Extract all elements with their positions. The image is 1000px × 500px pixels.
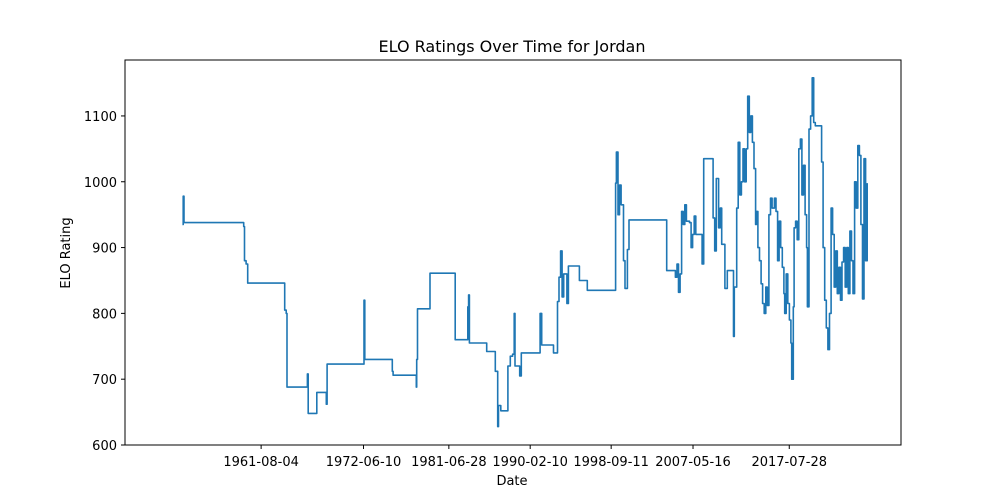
y-axis: 600 700 800 900 1000 1100 [84,110,125,454]
y-tick-label: 1100 [84,110,117,125]
x-axis-title: Date [496,474,527,489]
y-tick-label: 800 [92,307,117,322]
plot-area [182,77,868,428]
y-tick-label: 900 [92,242,117,257]
x-tick-label: 1990-02-10 [492,455,568,470]
x-tick-label: 1961-08-04 [223,455,299,470]
x-axis: 1961-08-04 1972-06-10 1981-06-28 1990-02-10… [223,445,827,470]
y-tick-label: 600 [92,439,117,454]
y-tick-label: 1000 [84,176,117,191]
y-tick-label: 700 [92,373,117,388]
x-tick-label: 2007-05-16 [655,455,731,470]
plot-frame [124,59,902,446]
x-tick-label: 2017-07-28 [751,455,827,470]
x-tick-label: 1981-06-28 [411,455,487,470]
series-line-0 [182,77,868,428]
x-tick-label: 1972-06-10 [326,455,402,470]
y-axis-title: ELO Rating [59,217,74,288]
chart-title: ELO Ratings Over Time for Jordan [379,37,646,56]
x-tick-label: 1998-09-11 [573,455,649,470]
